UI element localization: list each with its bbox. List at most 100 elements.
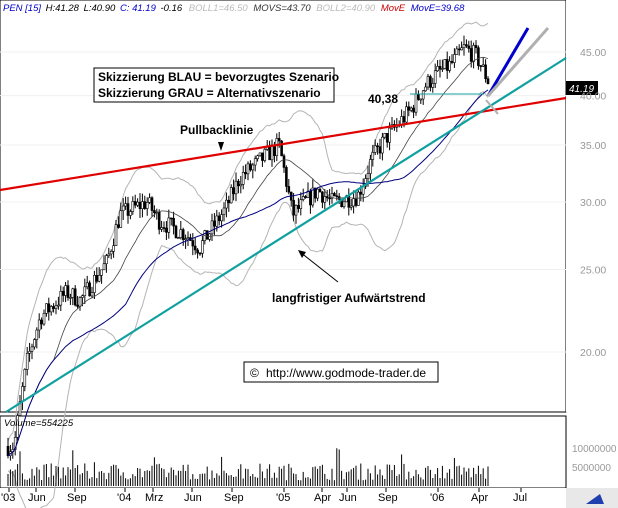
header-change: -0.16 bbox=[161, 3, 183, 14]
x-tick-label: '03 bbox=[1, 492, 15, 504]
candle-body bbox=[313, 187, 317, 199]
volume-bar bbox=[343, 479, 345, 486]
volume-bar bbox=[29, 478, 31, 486]
candle-body bbox=[52, 306, 55, 309]
volume-bar bbox=[55, 466, 57, 486]
candle-body bbox=[316, 188, 319, 199]
candle-body bbox=[184, 238, 187, 241]
candle-body bbox=[467, 45, 471, 49]
x-tick-label: Sep bbox=[224, 492, 244, 504]
candle-body bbox=[325, 196, 329, 199]
candle-body bbox=[369, 159, 372, 174]
volume-bar bbox=[381, 475, 383, 486]
volume-bar bbox=[269, 464, 271, 486]
grey-scenario-dip bbox=[485, 99, 499, 115]
candle-body bbox=[23, 369, 27, 387]
candle-body bbox=[486, 78, 490, 85]
time-axis bbox=[0, 488, 566, 508]
volume-bar bbox=[108, 472, 110, 486]
volume-bar bbox=[451, 478, 453, 486]
x-tick-label: Mrz bbox=[145, 492, 163, 504]
volume-bar bbox=[134, 476, 136, 486]
candle-body bbox=[354, 198, 358, 206]
volume-bar bbox=[65, 475, 67, 486]
candle-body bbox=[297, 205, 300, 209]
volume-bar bbox=[144, 470, 146, 486]
blue-scenario-arrow bbox=[486, 27, 530, 97]
volume-bar bbox=[487, 466, 489, 486]
scroll-icon[interactable] bbox=[586, 494, 604, 504]
copyright-url[interactable]: http://www.godmode-trader.de bbox=[266, 366, 426, 380]
volume-bar bbox=[276, 477, 278, 486]
candle-body bbox=[246, 163, 250, 175]
volume-bar bbox=[74, 467, 76, 486]
candle-body bbox=[438, 66, 442, 70]
candle-body bbox=[85, 282, 89, 288]
volume-bar bbox=[410, 478, 412, 486]
volume-bar bbox=[12, 471, 14, 486]
candle-body bbox=[253, 158, 257, 166]
candle-body bbox=[76, 304, 79, 307]
candle-body bbox=[157, 211, 161, 230]
candle-body bbox=[237, 180, 240, 187]
volume-bar bbox=[398, 474, 400, 486]
volume-bar bbox=[98, 471, 100, 486]
candle-body bbox=[162, 227, 166, 229]
volume-bar bbox=[235, 476, 237, 486]
volume-bar bbox=[365, 479, 367, 486]
level-label: 40,38 bbox=[368, 92, 398, 106]
volume-bar bbox=[60, 478, 62, 486]
volume-bar bbox=[84, 463, 86, 486]
moving-average-long bbox=[7, 89, 489, 457]
price-axis bbox=[566, 0, 618, 412]
volume-bar bbox=[187, 464, 189, 486]
candle-body bbox=[294, 205, 298, 216]
candle-body bbox=[342, 201, 346, 208]
header-close: C: 41.19 bbox=[120, 3, 157, 14]
volume-bar bbox=[117, 468, 119, 486]
x-tick-label: '05 bbox=[276, 492, 290, 504]
volume-bar bbox=[33, 475, 35, 486]
volume-bar bbox=[36, 467, 38, 486]
volume-bar bbox=[38, 469, 40, 486]
volume-bar bbox=[69, 469, 71, 486]
candle-body bbox=[241, 172, 245, 185]
volume-bar bbox=[413, 476, 415, 486]
candle-body bbox=[81, 295, 84, 298]
volume-tick-label: 10000000 bbox=[572, 444, 617, 455]
candle-body bbox=[105, 255, 108, 265]
candle-body bbox=[186, 237, 190, 240]
candle-body bbox=[61, 291, 65, 296]
scroll-area[interactable] bbox=[566, 488, 618, 508]
candle-body bbox=[227, 199, 231, 204]
volume-bar bbox=[403, 463, 405, 486]
candle-body bbox=[28, 350, 31, 354]
volume-bar bbox=[125, 478, 127, 486]
volume-bar bbox=[173, 469, 175, 486]
candle-body bbox=[169, 217, 173, 220]
candle-body bbox=[429, 76, 432, 88]
volume-bar bbox=[216, 473, 218, 486]
volume-bar bbox=[153, 457, 155, 486]
volume-bar bbox=[245, 468, 247, 486]
price-panel bbox=[0, 0, 567, 413]
candle-body bbox=[47, 303, 51, 313]
candle-body bbox=[474, 45, 478, 49]
volume-bar bbox=[213, 477, 215, 486]
volume-bar bbox=[434, 474, 436, 486]
candle-body bbox=[148, 197, 151, 203]
volume-bar bbox=[485, 478, 487, 486]
volume-bar bbox=[218, 475, 220, 486]
candle-body bbox=[172, 218, 175, 227]
volume-bar bbox=[48, 477, 50, 486]
candle-body bbox=[357, 191, 360, 206]
bollinger-upper bbox=[7, 21, 489, 442]
candle-body bbox=[71, 288, 75, 298]
candle-body bbox=[385, 133, 389, 143]
candle-body bbox=[131, 201, 135, 212]
candle-body bbox=[45, 303, 48, 314]
candle-body bbox=[49, 306, 53, 313]
volume-bar bbox=[465, 471, 467, 486]
candle-body bbox=[407, 106, 411, 111]
candle-body bbox=[25, 352, 29, 370]
